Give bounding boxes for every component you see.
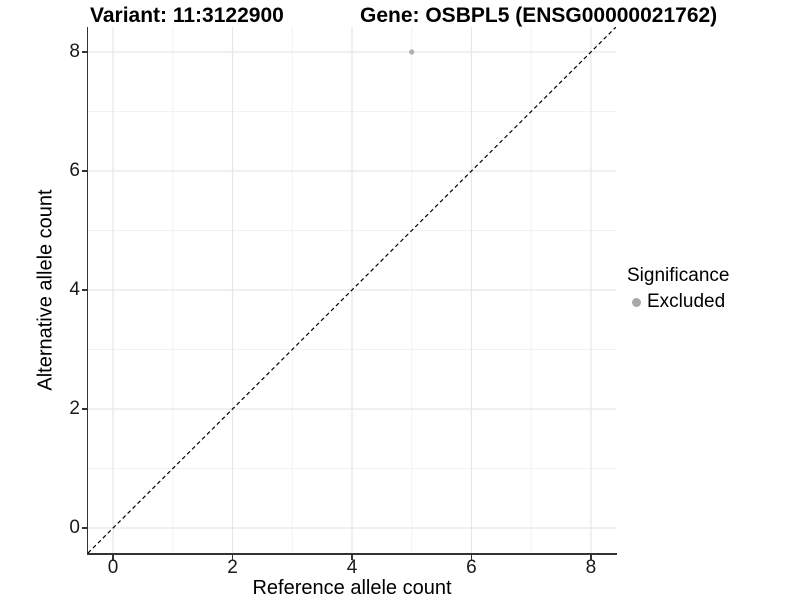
x-tick-label: 2 bbox=[227, 557, 238, 578]
x-tick-label: 8 bbox=[585, 557, 597, 578]
legend-title: Significance bbox=[627, 265, 730, 286]
x-tick-mark bbox=[112, 554, 114, 560]
x-tick-mark bbox=[231, 554, 234, 560]
x-tick-label: 0 bbox=[107, 557, 119, 578]
y-tick-label: 4 bbox=[69, 279, 80, 300]
y-tick-mark bbox=[81, 170, 87, 172]
y-tick-label: 2 bbox=[69, 398, 80, 419]
plot-area-svg bbox=[88, 27, 616, 553]
y-tick-label: 0 bbox=[69, 517, 80, 538]
x-axis-title: Reference allele count bbox=[252, 577, 452, 599]
y-tick-label: 6 bbox=[69, 159, 80, 181]
x-tick-mark bbox=[590, 554, 592, 560]
y-axis-title: Alternative allele count bbox=[34, 189, 57, 391]
y-tick-mark bbox=[81, 289, 87, 291]
plot-title-variant: Variant: 11:3122900 bbox=[90, 4, 284, 27]
y-axis-line bbox=[86, 27, 88, 555]
x-axis-line bbox=[86, 553, 617, 555]
legend-item-label: Excluded bbox=[647, 291, 726, 312]
x-tick-label: 6 bbox=[466, 557, 477, 578]
y-tick-mark bbox=[81, 51, 87, 53]
identity-reference-line bbox=[88, 27, 616, 553]
legend: Significance Excluded bbox=[627, 265, 729, 313]
excluded-point-icon bbox=[632, 297, 641, 307]
y-tick-mark bbox=[81, 408, 87, 410]
x-tick-label: 4 bbox=[346, 557, 358, 578]
plot-title-gene: Gene: OSBPL5 (ENSG00000021762) bbox=[360, 4, 718, 27]
data-point bbox=[409, 49, 415, 55]
y-tick-mark bbox=[81, 527, 87, 529]
x-tick-mark bbox=[351, 554, 353, 560]
y-tick-label: 8 bbox=[69, 40, 80, 62]
legend-item-excluded: Excluded bbox=[627, 291, 729, 313]
plot-panel bbox=[88, 27, 616, 553]
x-tick-mark bbox=[470, 554, 473, 560]
